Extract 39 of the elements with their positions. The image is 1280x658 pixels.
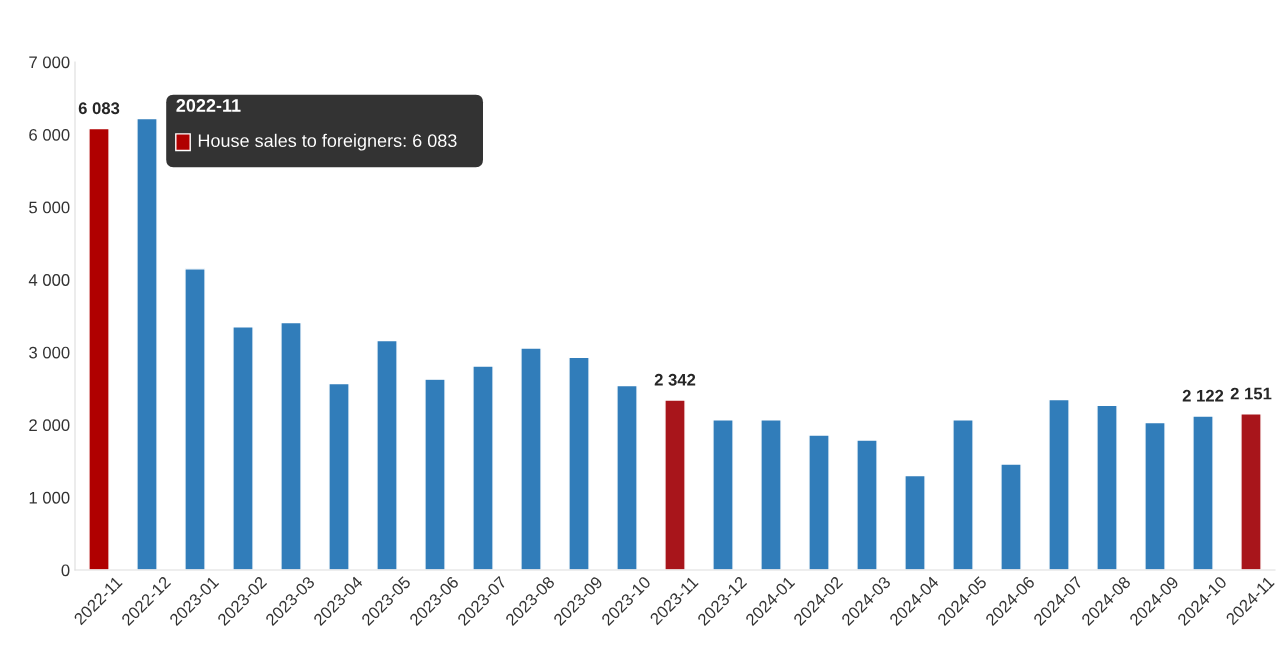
bar (616, 384, 638, 570)
bar (1144, 421, 1166, 570)
bar (376, 339, 398, 570)
bar (1000, 463, 1022, 570)
y-tick-label: 5 000 (29, 201, 70, 214)
bar (520, 347, 542, 570)
annotation: House sales to foreigners: 6 083 (198, 133, 457, 151)
bar (88, 127, 110, 570)
bar (1240, 413, 1262, 570)
data-label: 2 122 (1182, 389, 1224, 402)
bar (856, 439, 878, 570)
y-tick-label: 0 (61, 564, 70, 577)
data-label: 2 342 (654, 373, 696, 386)
bar (760, 419, 782, 570)
bar (424, 378, 446, 570)
bar (1192, 415, 1214, 570)
annotation: 2022-11 (176, 99, 241, 112)
bar (664, 399, 686, 570)
y-tick-label: 6 000 (29, 128, 70, 141)
y-tick-label: 3 000 (29, 346, 70, 359)
bar (232, 326, 254, 570)
bar (1048, 398, 1070, 570)
bar (712, 419, 734, 570)
bar (184, 268, 206, 570)
bar (808, 434, 830, 570)
y-tick-label: 2 000 (29, 419, 70, 432)
data-label: 6 083 (78, 102, 120, 115)
bar (280, 321, 302, 570)
bar (1096, 404, 1118, 570)
bar (472, 365, 494, 570)
y-tick-label: 4 000 (28, 274, 70, 286)
y-tick-label: 7 000 (29, 56, 70, 69)
bar (328, 382, 350, 570)
bar (904, 474, 926, 570)
data-label: 2 151 (1230, 387, 1272, 400)
y-tick-label: 1 000 (29, 491, 70, 504)
bar (952, 419, 974, 570)
bar (136, 117, 158, 570)
bar (568, 356, 590, 570)
